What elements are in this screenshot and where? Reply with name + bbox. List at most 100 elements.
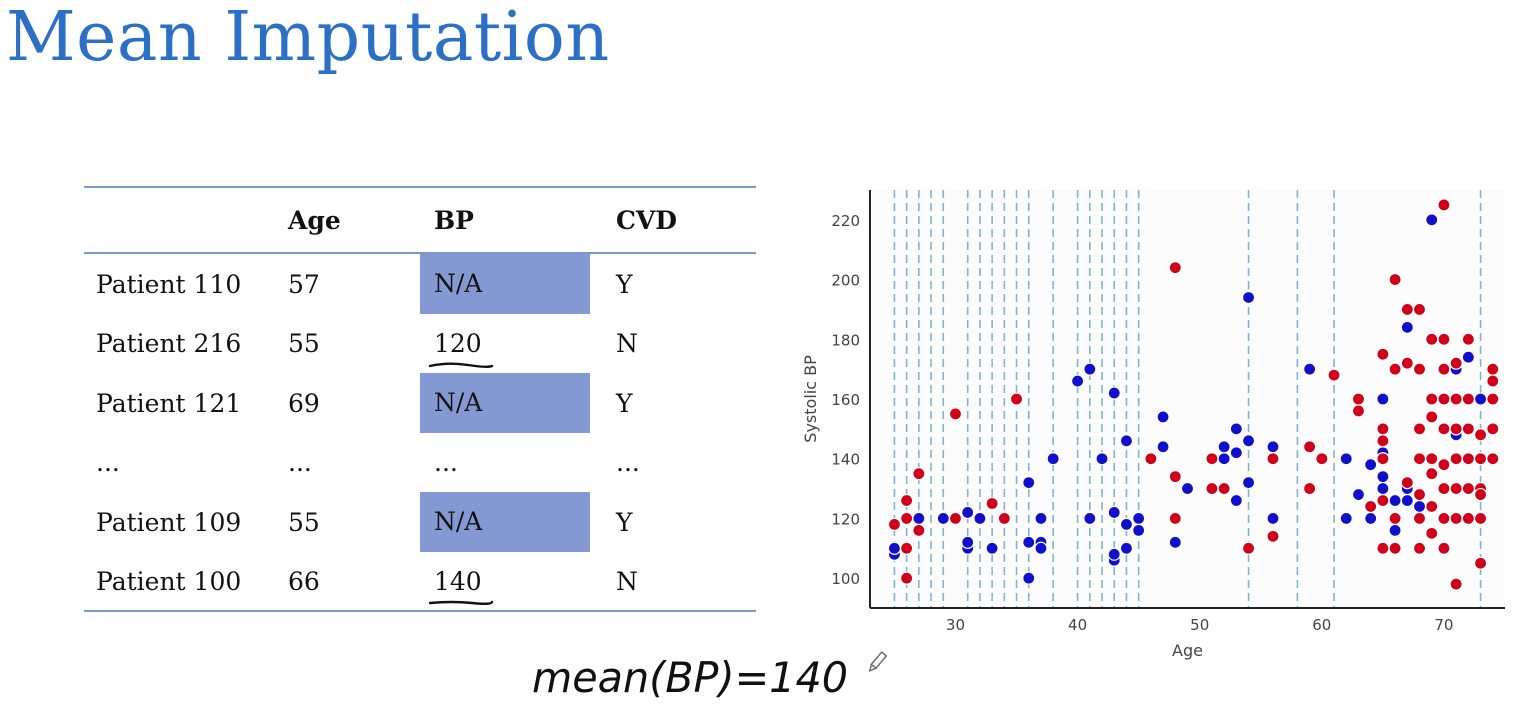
header-blank (84, 187, 288, 253)
blue-data-point (1180, 481, 1195, 496)
blue-data-point (1217, 440, 1231, 454)
blue-data-point (887, 541, 902, 555)
slide-title: Mean Imputation (6, 0, 610, 77)
blue-data-point (1070, 374, 1085, 388)
red-data-point (1437, 332, 1451, 346)
blue-data-point (1400, 493, 1414, 508)
red-data-point (1461, 511, 1475, 526)
red-data-point (1425, 392, 1439, 406)
bp-value: N/A (420, 254, 590, 314)
red-data-point (1473, 511, 1488, 526)
red-data-point (1400, 356, 1414, 370)
blue-data-point (1119, 541, 1134, 555)
red-data-point (1473, 428, 1488, 442)
bp-cell: 120 (428, 314, 616, 373)
red-data-point (1461, 422, 1475, 436)
red-data-point (1486, 422, 1500, 436)
red-data-point (1461, 332, 1475, 346)
y-tick-label: 200 (831, 272, 860, 290)
red-data-point (1449, 481, 1463, 496)
red-data-point (1449, 577, 1463, 591)
bp-cell-missing: N/A (420, 492, 616, 552)
blue-data-point (1156, 410, 1170, 424)
blue-data-point (1241, 290, 1256, 305)
blue-data-point (1339, 452, 1353, 466)
annotation-text: mean(BP)=140 (532, 653, 848, 702)
red-data-point (1437, 392, 1451, 406)
blue-data-point (1107, 547, 1121, 561)
x-tick-label: 70 (1434, 616, 1453, 634)
red-data-point (1461, 392, 1475, 406)
bp-text: 140 (434, 566, 482, 596)
table-row: Patient 100 66 140 N (84, 552, 756, 611)
plot-area (870, 190, 1505, 608)
table-row: Patient 110 57 N/A Y (84, 253, 756, 314)
red-data-point (1449, 511, 1463, 526)
red-data-point (1376, 422, 1390, 436)
header-age: Age (288, 205, 341, 235)
blue-data-point (1339, 511, 1353, 526)
red-data-point (1376, 493, 1390, 508)
y-tick-label: 120 (831, 510, 860, 528)
red-data-point (1437, 422, 1451, 436)
table-row: Patient 121 69 N/A Y (84, 373, 756, 433)
header-cvd: CVD (616, 205, 677, 235)
y-tick-label: 220 (831, 212, 860, 230)
blue-data-point (1266, 440, 1280, 454)
blue-data-point (1376, 481, 1390, 496)
x-tick-label: 30 (946, 616, 965, 634)
patient-cell: Patient 110 (96, 269, 242, 299)
bp-cell: ... (434, 448, 458, 477)
blue-data-point (1132, 523, 1146, 537)
cvd-cell: N (616, 566, 638, 596)
red-data-point (1437, 458, 1451, 472)
blue-data-point (912, 511, 926, 526)
red-data-point (1425, 499, 1439, 514)
cvd-cell: N (616, 329, 638, 358)
blue-data-point (1388, 523, 1402, 537)
blue-data-point (1034, 511, 1048, 526)
patient-cell: ... (96, 448, 120, 477)
red-data-point (1461, 481, 1475, 496)
x-tick-label: 40 (1068, 616, 1087, 634)
red-data-point (948, 407, 963, 421)
blue-data-point (1132, 511, 1146, 526)
blue-data-point (1156, 440, 1170, 454)
blue-data-point (1022, 571, 1036, 585)
blue-data-point (1022, 535, 1036, 549)
y-tick-label: 100 (831, 570, 860, 588)
red-data-point (1425, 452, 1439, 466)
blue-data-point (1034, 541, 1048, 555)
red-data-point (1388, 362, 1402, 376)
red-data-point (1437, 481, 1451, 496)
blue-data-point (1107, 505, 1121, 520)
pencil-icon[interactable] (868, 651, 888, 673)
red-data-point (1144, 452, 1158, 466)
red-data-point (1425, 467, 1439, 481)
red-data-point (1437, 198, 1451, 212)
blue-data-point (985, 541, 999, 555)
red-data-point (1376, 541, 1390, 555)
blue-data-point (1119, 517, 1134, 531)
handwritten-underline (428, 362, 494, 368)
age-cell: 57 (288, 269, 320, 299)
red-data-point (985, 496, 999, 511)
blue-data-point (1266, 511, 1280, 526)
blue-data-point (1364, 458, 1378, 472)
red-data-point (1376, 347, 1390, 361)
blue-data-point (1241, 476, 1256, 490)
red-data-point (912, 467, 926, 481)
red-data-point (1449, 356, 1463, 370)
red-data-point (1351, 392, 1366, 406)
table-row: ... ... ... ... (84, 433, 756, 492)
blue-data-point (1083, 362, 1097, 376)
x-tick-label: 60 (1312, 616, 1331, 634)
red-data-point (1412, 452, 1427, 466)
y-tick-label: 140 (831, 451, 860, 469)
blue-data-point (1364, 511, 1378, 526)
blue-data-point (1351, 487, 1366, 502)
blue-data-point (1022, 476, 1036, 490)
red-data-point (900, 493, 914, 508)
blue-data-point (1083, 511, 1097, 526)
red-data-point (1449, 452, 1463, 466)
